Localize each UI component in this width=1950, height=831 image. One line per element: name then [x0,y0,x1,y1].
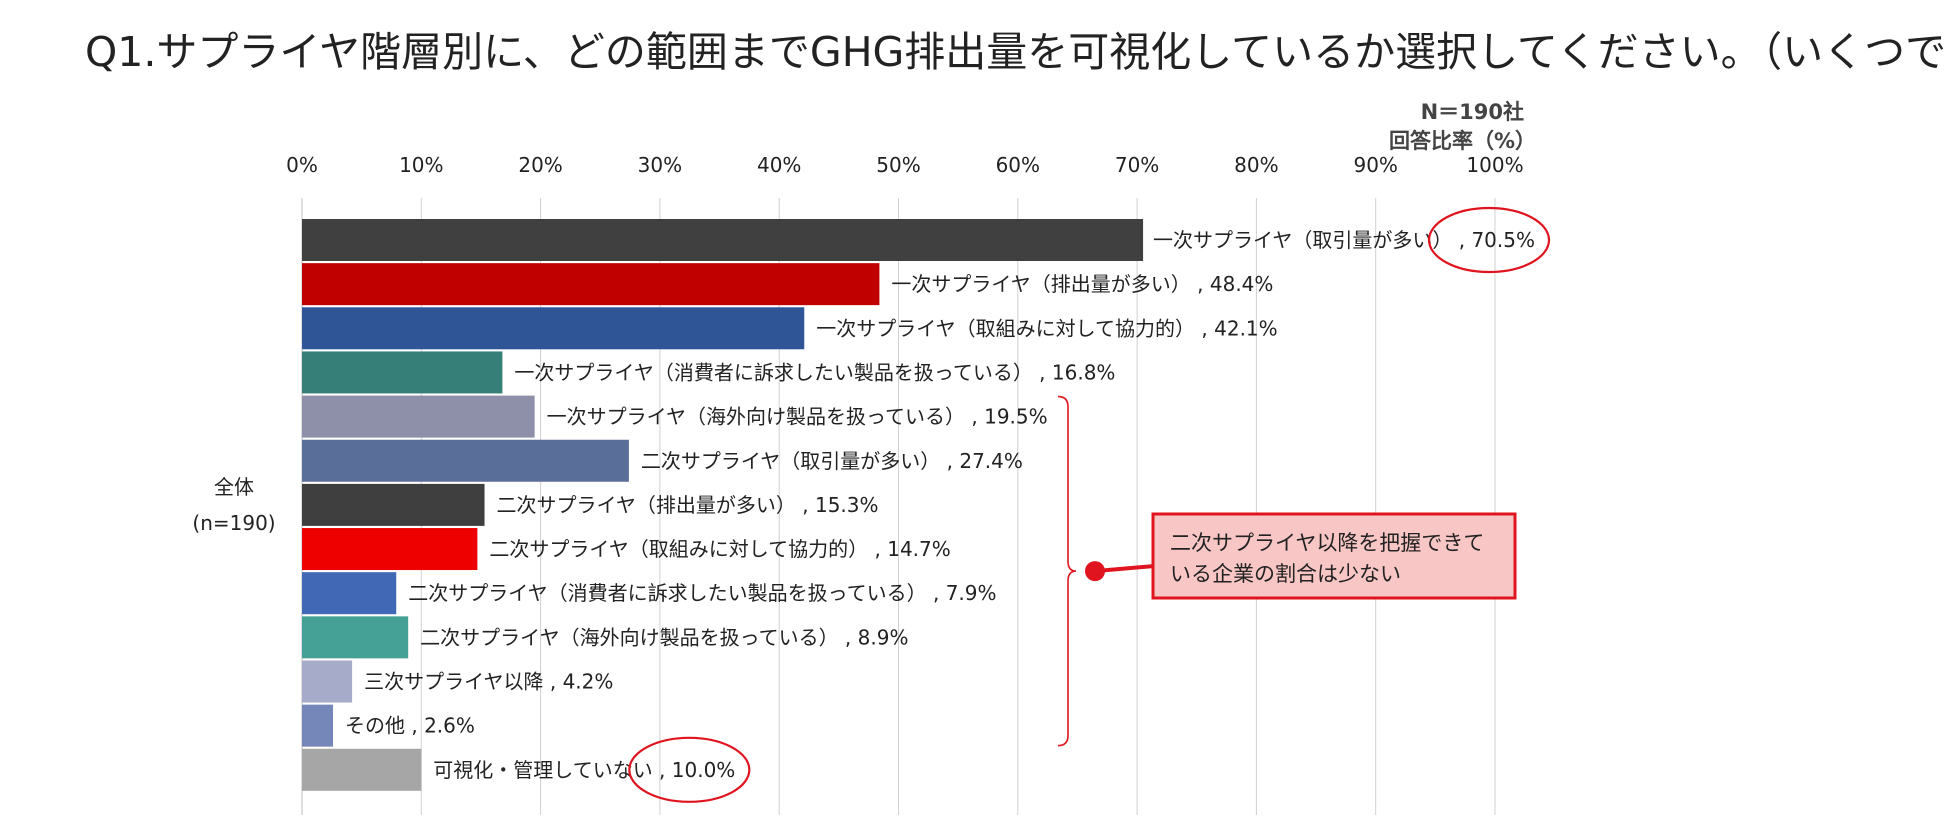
data-label: 一次サプライヤ（消費者に訴求したい製品を扱っている） , 16.8% [514,360,1115,384]
bar [302,528,478,571]
bar [302,572,397,615]
bar [302,439,629,482]
x-tick-label: 30% [638,153,682,177]
data-label: 二次サプライヤ（海外向け製品を扱っている） , 8.9% [420,625,908,649]
bar [302,616,409,659]
bar [302,263,880,306]
data-label: 一次サプライヤ（取組みに対して協力的） , 42.1% [816,316,1277,340]
x-axis-ticks: 0% 10% 20% 30% 40% 50% 60% 70% 80% 90% 100% [286,153,1523,177]
x-tick-label: 50% [876,153,920,177]
category-label: 全体 [214,475,254,499]
grouping-bracket [1057,395,1077,747]
x-tick-label: 40% [757,153,801,177]
data-label: 二次サプライヤ（取組みに対して協力的） , 14.7% [489,537,950,561]
data-label: 二次サプライヤ（取引量が多い） , 27.4% [641,449,1023,473]
bar [302,748,422,791]
data-label: その他 , 2.6% [345,714,475,738]
highlight-ellipses [628,206,1551,803]
data-label: 可視化・管理していない , 10.0% [433,758,735,782]
data-label: 一次サプライヤ（海外向け製品を扱っている） , 19.5% [547,405,1048,429]
data-label: 三次サプライヤ以降 , 4.2% [364,670,613,694]
x-tick-label: 20% [518,153,562,177]
unit-label: 回答比率（%） [1389,129,1536,153]
bar [302,483,485,526]
highlight-ellipse [1427,206,1551,274]
data-label: 一次サプライヤ（排出量が多い） , 48.4% [891,272,1273,296]
data-labels: 一次サプライヤ（取引量が多い） , 70.5% 一次サプライヤ（排出量が多い） ,… [345,228,1535,782]
x-tick-label: 60% [996,153,1040,177]
callout-box [1151,512,1517,600]
x-tick-label: 90% [1353,153,1397,177]
bar [302,395,535,438]
x-tick-label: 80% [1234,153,1278,177]
bar [302,660,353,703]
bars [302,219,1144,791]
x-tick-label: 10% [399,153,443,177]
callout-text: いる企業の割合は少ない [1170,562,1401,586]
x-tick-label: 0% [286,153,318,177]
callout-text: 二次サプライヤ以降を把握できて [1170,531,1484,555]
data-label: 二次サプライヤ（消費者に訴求したい製品を扱っている） , 7.9% [408,581,996,605]
category-label-n: (n=190) [192,511,275,535]
x-tick-label: 100% [1466,153,1523,177]
sample-size-note: N＝190社 [1421,100,1524,124]
bar [302,307,805,350]
highlight-ellipse [628,736,751,803]
bar [302,704,334,747]
data-label: 一次サプライヤ（取引量が多い） , 70.5% [1153,228,1535,252]
bar [302,219,1144,261]
page-title: Q1.サプライヤ階層別に、どの範囲までGHG排出量を可視化しているか選択してくだ… [85,28,1950,76]
bar [302,351,503,394]
x-tick-label: 70% [1115,153,1159,177]
data-label: 二次サプライヤ（排出量が多い） , 15.3% [497,493,879,517]
callout-dot [1085,561,1105,582]
